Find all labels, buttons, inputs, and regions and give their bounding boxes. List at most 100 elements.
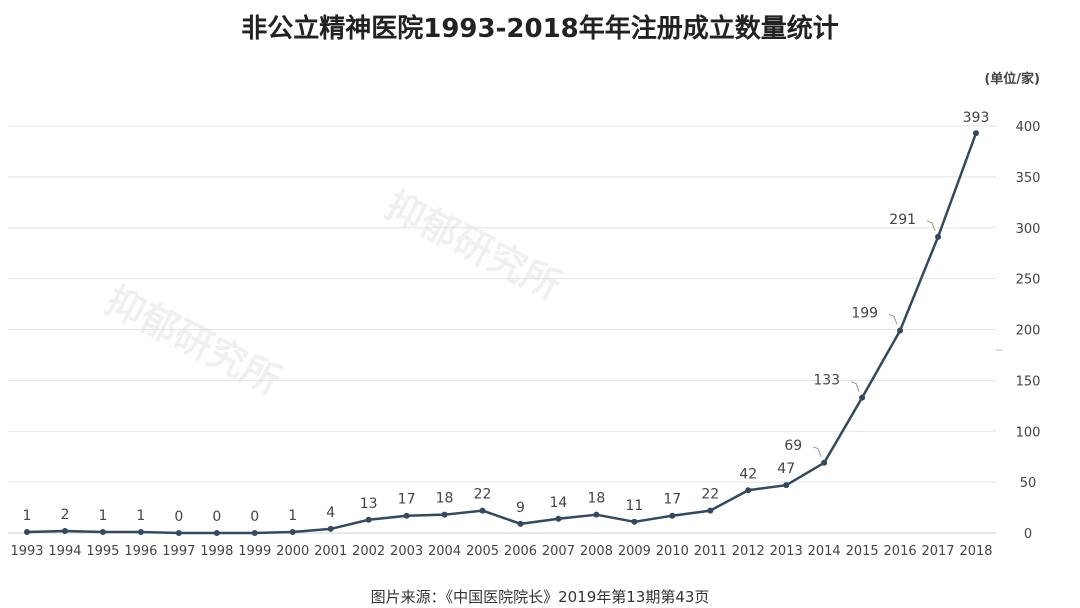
data-label: 393 bbox=[963, 110, 990, 126]
x-tick-label: 2000 bbox=[276, 544, 309, 559]
x-tick-label: 2016 bbox=[884, 544, 917, 559]
data-point bbox=[555, 515, 562, 522]
x-tick-label: 2005 bbox=[466, 544, 499, 559]
x-tick-label: 2004 bbox=[428, 544, 461, 559]
chart-title: 非公立精神医院1993-2018年年注册成立数量统计 bbox=[241, 14, 839, 44]
x-tick-label: 2003 bbox=[390, 544, 423, 559]
y-tick-label: 150 bbox=[1016, 374, 1041, 389]
data-point bbox=[783, 482, 790, 489]
data-point bbox=[24, 528, 30, 535]
x-tick-label: 1993 bbox=[10, 544, 43, 559]
data-label: 199 bbox=[851, 306, 878, 322]
data-point bbox=[745, 487, 752, 494]
x-tick-label: 2018 bbox=[959, 544, 992, 559]
data-label: 133 bbox=[813, 373, 840, 389]
data-label: 1 bbox=[288, 508, 297, 524]
data-label: 14 bbox=[550, 495, 568, 511]
source-caption: 图片来源：《中国医院院长》2019年第13期第43页 bbox=[370, 588, 710, 606]
data-point bbox=[213, 530, 220, 536]
leader-line bbox=[812, 446, 822, 457]
data-label: 9 bbox=[516, 500, 525, 516]
x-tick-label: 2002 bbox=[352, 544, 385, 559]
y-tick-label: 350 bbox=[1016, 171, 1041, 186]
data-point bbox=[403, 512, 410, 519]
data-label: 2 bbox=[60, 507, 69, 523]
y-tick-labels: 0 50 100 150 200 250 300 350 400 bbox=[1016, 120, 1041, 542]
data-label: 18 bbox=[436, 491, 454, 507]
data-point bbox=[479, 507, 486, 514]
x-tick-label: 2006 bbox=[504, 544, 537, 559]
data-point bbox=[441, 511, 448, 518]
data-label: 47 bbox=[777, 461, 795, 477]
series-line-path bbox=[26, 132, 978, 535]
unit-label: (单位/家) bbox=[984, 72, 1040, 87]
x-tick-label: 1997 bbox=[162, 544, 195, 559]
x-tick-label: 2015 bbox=[846, 544, 879, 559]
x-tick-label: 1998 bbox=[200, 544, 233, 559]
data-label: 1 bbox=[98, 508, 107, 524]
data-point bbox=[251, 530, 258, 536]
data-label: 17 bbox=[398, 492, 416, 508]
series-line bbox=[26, 132, 978, 535]
y-tick-label: 200 bbox=[1016, 324, 1041, 339]
data-label: 18 bbox=[587, 491, 605, 507]
x-tick-label: 2012 bbox=[732, 544, 765, 559]
y-tick-label: 250 bbox=[1016, 273, 1041, 288]
data-point bbox=[973, 130, 979, 137]
data-point bbox=[289, 528, 296, 535]
x-tick-label: 2007 bbox=[542, 544, 575, 559]
data-label: 1 bbox=[23, 508, 32, 524]
data-points bbox=[24, 130, 979, 536]
data-label: 42 bbox=[739, 466, 757, 482]
data-point bbox=[821, 459, 828, 466]
data-point bbox=[365, 516, 372, 523]
data-point bbox=[593, 511, 600, 518]
data-point bbox=[175, 530, 182, 536]
data-point bbox=[859, 394, 866, 401]
data-point bbox=[631, 518, 638, 525]
data-point bbox=[327, 525, 334, 532]
data-label: 0 bbox=[174, 509, 183, 525]
data-label: 13 bbox=[360, 496, 378, 512]
x-tick-label: 1995 bbox=[86, 544, 119, 559]
grid-lines bbox=[8, 125, 1002, 534]
data-point bbox=[935, 233, 942, 240]
x-tick-label: 2014 bbox=[808, 544, 841, 559]
x-tick-label: 2008 bbox=[580, 544, 613, 559]
data-label: 291 bbox=[889, 212, 916, 228]
data-label: 17 bbox=[663, 492, 681, 508]
data-label: 22 bbox=[701, 487, 719, 503]
x-tick-label: 1996 bbox=[124, 544, 157, 559]
y-tick-label: 300 bbox=[1016, 222, 1041, 237]
data-point bbox=[61, 527, 68, 534]
y-tick-label: 100 bbox=[1016, 425, 1041, 440]
leader-line bbox=[926, 220, 936, 232]
y-tick-label: 400 bbox=[1016, 120, 1041, 135]
leader-line bbox=[888, 314, 898, 325]
x-tick-label: 2001 bbox=[314, 544, 347, 559]
x-tick-label: 2011 bbox=[694, 544, 727, 559]
data-point bbox=[99, 528, 106, 535]
data-label: 4 bbox=[326, 505, 335, 521]
x-tick-label: 2013 bbox=[770, 544, 803, 559]
data-point bbox=[137, 528, 144, 535]
data-label: 11 bbox=[625, 498, 643, 514]
data-label: 0 bbox=[212, 509, 221, 525]
data-label: 1 bbox=[136, 508, 145, 524]
x-tick-label: 2009 bbox=[618, 544, 651, 559]
y-tick-label: 0 bbox=[1024, 527, 1032, 542]
x-tick-label: 1999 bbox=[238, 544, 271, 559]
data-point bbox=[707, 507, 714, 514]
x-tick-labels: 1993 1994 1995 1996 1997 1998 1999 2000 2001 2002… bbox=[10, 544, 992, 559]
data-point bbox=[517, 520, 524, 527]
y-tick-label: 50 bbox=[1020, 476, 1037, 491]
data-label: 69 bbox=[784, 438, 802, 454]
data-point bbox=[669, 512, 676, 519]
x-tick-label: 1994 bbox=[48, 544, 81, 559]
x-tick-label: 2017 bbox=[921, 544, 954, 559]
x-tick-label: 2010 bbox=[656, 544, 689, 559]
data-point bbox=[897, 327, 904, 334]
data-label: 22 bbox=[474, 487, 492, 503]
